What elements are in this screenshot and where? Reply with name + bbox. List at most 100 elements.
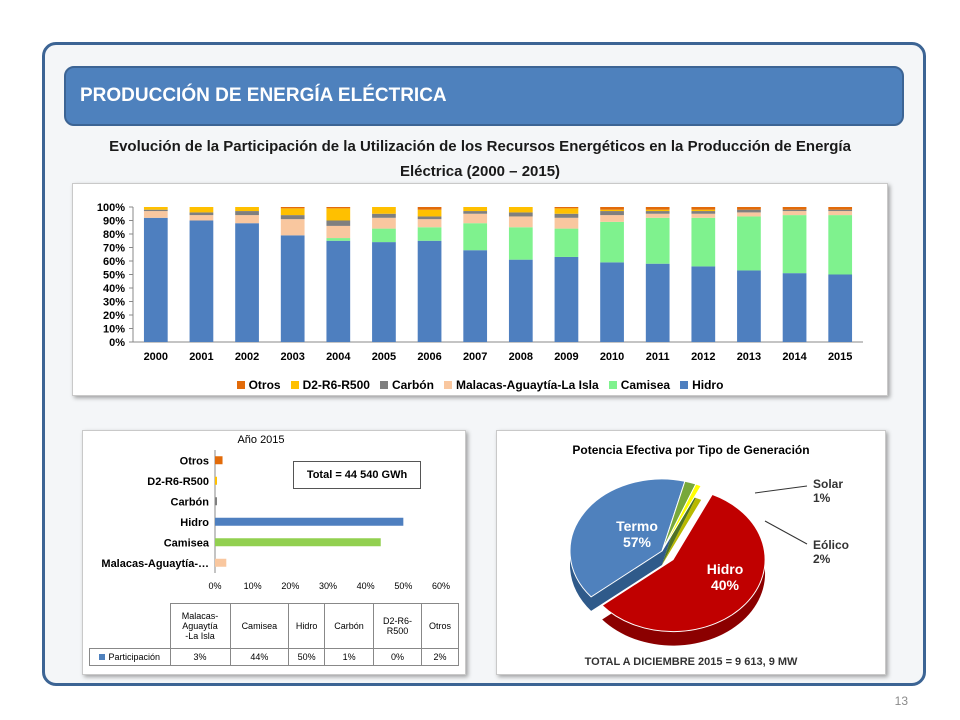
bar-segment [828,274,853,342]
legend-swatch [608,381,617,389]
bar-segment [645,211,670,214]
bar-segment [189,215,214,221]
legend-label: Hidro [692,378,724,392]
bar-segment [235,211,259,216]
category-label: Hidro [180,517,209,529]
x-tick-label: 2013 [737,351,761,363]
legend-label: Otros [248,378,281,392]
legend-label: D2-R6-R500 [302,378,370,392]
bar-segment [782,211,807,216]
pie-chart-title: Potencia Efectiva por Tipo de Generación [572,443,810,457]
bar-segment [554,217,579,229]
legend-item: Hidro [680,378,723,392]
x-tick-label: 40% [357,581,375,591]
bar-segment [280,207,305,209]
bar-segment [645,263,670,342]
pie-label: 57% [623,534,652,550]
bar-segment [372,228,396,243]
legend-item: Carbón [379,378,434,392]
bar-segment [828,211,853,216]
pie-label: Termo [616,518,658,534]
table-header: Hidro [288,603,326,649]
hbar-chart-panel: Año 2015 Otros D2-R6-R500 Carbón Hidro Camise… [82,430,466,675]
bar-segment [326,240,351,342]
x-tick-label: 2000 [144,351,168,363]
stacked-chart-legend: Otros D2-R6-R500 Carbón Malacas-Aguaytía-La… [73,378,887,392]
bar-segment [326,225,351,239]
bar-segment [554,228,579,257]
bar-segment [189,212,214,216]
pie-label: 2% [813,552,831,566]
table-header: Malacas- Aguaytía -La Isla [169,603,231,649]
table-header: D2-R6- R500 [373,603,423,649]
bar-segment [828,215,853,275]
bar-segment [372,242,396,342]
chart-main-title: Evolución de la Participación de la Util… [109,138,851,180]
bar-segment [691,209,716,212]
legend-item: Camisea [608,378,671,392]
bar-segment [737,270,761,342]
bar-segment [691,211,716,214]
bar-segment [280,208,305,216]
legend-item: Malacas-Aguaytía-La Isla [443,378,599,392]
bar-segment [372,217,396,229]
bar-segment [600,209,624,212]
pie-slice [569,478,686,598]
bar-segment [600,211,624,216]
bar-segment [280,215,305,220]
bar-segment [737,216,761,271]
legend-swatch [379,381,388,389]
bar-segment [782,207,807,210]
y-tick-label: 0% [109,337,125,349]
stacked-bar-chart: 0%10% 20%30% 40%50% 60%70% 80%90% 100% 2000 200… [97,202,863,363]
hbar [215,476,217,485]
table-header: Otros [421,603,459,649]
bar-segment [554,256,579,342]
pie-slice-side [662,495,696,565]
bar-segment [417,219,442,228]
participation-table: Malacas- Aguaytía -La Isla Camisea Hidro Ca… [89,603,459,666]
category-label: D2-R6-R500 [147,476,209,488]
hbar [215,558,227,567]
table-cell: 3% [169,648,231,666]
category-label: Otros [180,455,209,467]
bar-segment [143,209,168,212]
bar-segment [554,208,579,214]
y-tick-label: 40% [103,283,125,295]
stacked-bar-chart-panel: 0% 10% 20% 30% 40% 50% 60% 70% 80% 90% 100% 2000 200… [72,183,888,396]
bar-segment [782,273,807,342]
bar-segment [189,220,214,342]
bar-segment [143,211,168,218]
y-tick-label: 100% [97,202,125,214]
leader-line [764,520,808,545]
x-tick-label: 10% [244,581,262,591]
bar-segment [691,213,716,218]
table-cell: 50% [288,648,326,666]
bar-segment [463,250,488,342]
bar-segment [554,207,579,209]
bar-segment [508,259,533,342]
bar-segment [508,216,533,228]
y-tick-label: 30% [103,297,125,309]
bar-segment [463,207,488,212]
bar-segment [463,213,488,224]
table-corner [90,604,171,649]
y-tick-label: 80% [103,229,125,241]
legend-label: Carbón [391,378,434,392]
x-tick-label: 2011 [646,351,670,363]
hbar [215,538,381,547]
bar-segment [508,212,533,217]
bar-segment [235,223,259,342]
legend-label: Malacas-Aguaytía-La Isla [455,378,599,392]
table-cell: 2% [421,648,459,666]
bar-segment [143,217,168,342]
legend-label: Camisea [620,378,671,392]
bar-segment [737,212,761,217]
bar-segment [782,215,807,274]
x-tick-label: 20% [281,581,299,591]
bar-segment [600,215,624,222]
x-tick-label: 2005 [372,351,396,363]
bar-segment [691,217,716,267]
x-tick-label: 2009 [554,351,578,363]
